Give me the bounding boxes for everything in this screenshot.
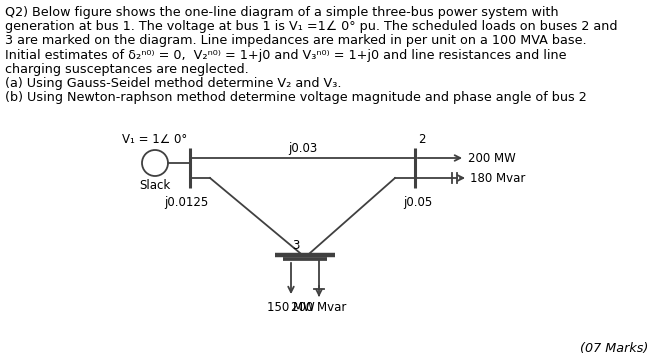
Text: generation at bus 1. The voltage at bus 1 is V₁ =1∠ 0° pu. The scheduled loads o: generation at bus 1. The voltage at bus … xyxy=(5,20,617,33)
Text: Q2) Below figure shows the one-line diagram of a simple three-bus power system w: Q2) Below figure shows the one-line diag… xyxy=(5,6,559,19)
Text: j0.05: j0.05 xyxy=(404,196,432,209)
Text: j0.03: j0.03 xyxy=(288,142,317,155)
Text: j0.0125: j0.0125 xyxy=(164,196,209,209)
Text: Slack: Slack xyxy=(139,179,171,192)
Text: Initial estimates of δ₂ⁿ⁰⁾ = 0,  V₂ⁿ⁰⁾ = 1+j0 and V₃ⁿ⁰⁾ = 1+j0 and line resistan: Initial estimates of δ₂ⁿ⁰⁾ = 0, V₂ⁿ⁰⁾ = … xyxy=(5,49,566,62)
Text: (b) Using Newton-raphson method determine voltage magnitude and phase angle of b: (b) Using Newton-raphson method determin… xyxy=(5,91,587,104)
Text: 180 Mvar: 180 Mvar xyxy=(470,171,525,184)
Text: charging susceptances are neglected.: charging susceptances are neglected. xyxy=(5,63,249,76)
Text: 200 MW: 200 MW xyxy=(468,151,516,164)
Text: 150 MW: 150 MW xyxy=(267,301,315,314)
Text: 3 are marked on the diagram. Line impedances are marked in per unit on a 100 MVA: 3 are marked on the diagram. Line impeda… xyxy=(5,34,587,48)
Text: (a) Using Gauss-Seidel method determine V₂ and V₃.: (a) Using Gauss-Seidel method determine … xyxy=(5,77,341,90)
Text: (07 Marks): (07 Marks) xyxy=(579,342,648,355)
Text: 2: 2 xyxy=(418,133,426,146)
Text: V₁ = 1∠ 0°: V₁ = 1∠ 0° xyxy=(122,133,187,146)
Text: 3: 3 xyxy=(292,239,300,252)
Text: 200 Mvar: 200 Mvar xyxy=(291,301,347,314)
